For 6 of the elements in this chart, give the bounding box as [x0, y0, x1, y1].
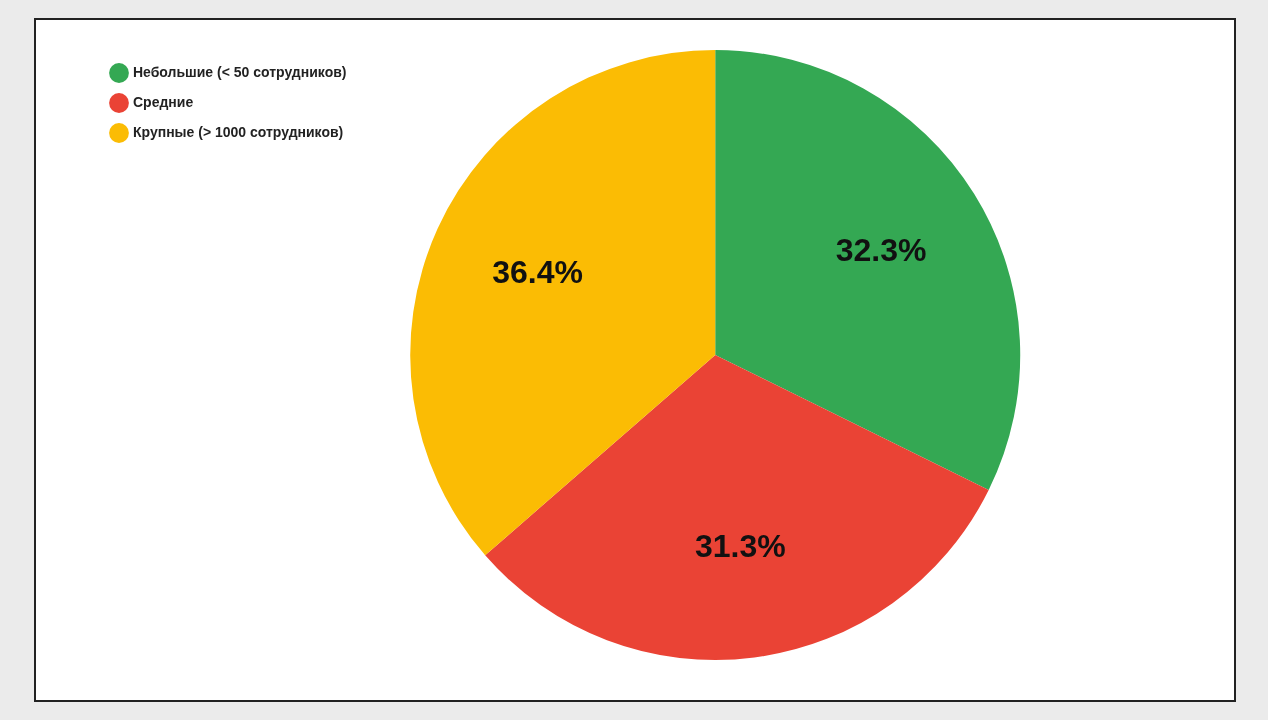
- legend-label: Средние: [133, 93, 194, 110]
- data-label: 32.3%: [835, 231, 927, 268]
- data-label: 31.3%: [694, 528, 786, 565]
- data-label: 36.4%: [492, 253, 583, 290]
- legend-label: Небольшие (< 50 сотрудников): [133, 63, 347, 80]
- legend-label: Крупные (> 1000 сотрудников): [133, 123, 344, 140]
